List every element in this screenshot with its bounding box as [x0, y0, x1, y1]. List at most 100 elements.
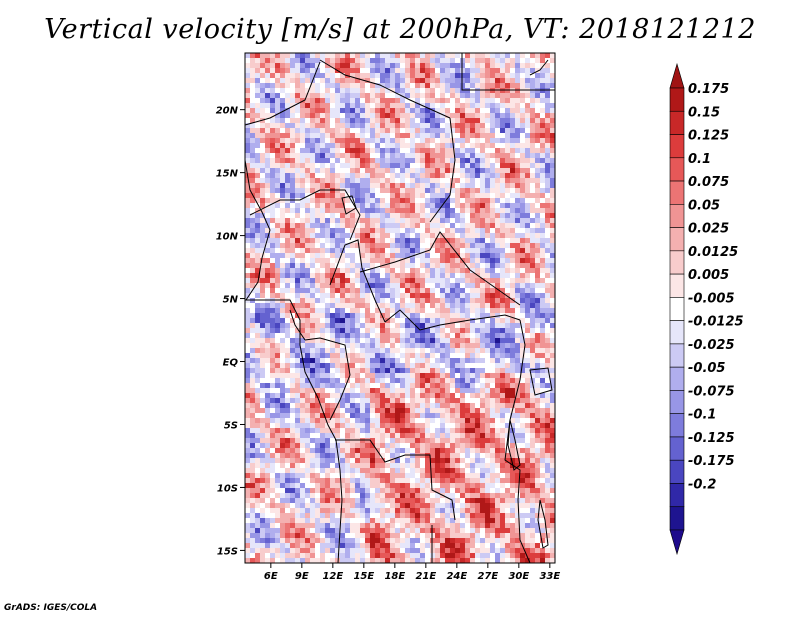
- field-cell: [245, 448, 251, 454]
- field-cell: [515, 283, 521, 289]
- field-cell: [525, 68, 531, 74]
- field-cell: [370, 53, 376, 59]
- field-cell: [395, 383, 401, 389]
- field-cell: [275, 303, 281, 309]
- field-cell: [430, 173, 436, 179]
- field-cell: [335, 433, 341, 439]
- field-cell: [410, 218, 416, 224]
- field-cell: [375, 68, 381, 74]
- field-cell: [295, 53, 301, 59]
- field-cell: [265, 363, 271, 369]
- field-cell: [355, 283, 361, 289]
- field-cell: [275, 283, 281, 289]
- field-cell: [520, 278, 526, 284]
- field-cell: [295, 68, 301, 74]
- field-cell: [515, 123, 521, 129]
- field-cell: [255, 143, 261, 149]
- field-cell: [260, 408, 266, 414]
- field-cell: [375, 173, 381, 179]
- field-cell: [520, 78, 526, 84]
- field-cell: [405, 93, 411, 99]
- field-cell: [450, 343, 456, 349]
- field-cell: [470, 308, 476, 314]
- field-cell: [460, 103, 466, 109]
- field-cell: [325, 218, 331, 224]
- field-cell: [345, 323, 351, 329]
- field-cell: [345, 348, 351, 354]
- field-cell: [480, 363, 486, 369]
- field-cell: [410, 418, 416, 424]
- field-cell: [290, 283, 296, 289]
- field-cell: [525, 78, 531, 84]
- field-cell: [340, 138, 346, 144]
- field-cell: [425, 153, 431, 159]
- field-cell: [535, 428, 541, 434]
- field-cell: [360, 188, 366, 194]
- field-cell: [435, 423, 441, 429]
- field-cell: [535, 278, 541, 284]
- field-cell: [530, 203, 536, 209]
- field-cell: [385, 208, 391, 214]
- field-cell: [415, 103, 421, 109]
- field-cell: [255, 203, 261, 209]
- field-cell: [520, 138, 526, 144]
- field-cell: [395, 313, 401, 319]
- field-cell: [365, 448, 371, 454]
- field-cell: [285, 413, 291, 419]
- field-cell: [540, 328, 546, 334]
- field-cell: [280, 93, 286, 99]
- field-cell: [495, 353, 501, 359]
- field-cell: [360, 283, 366, 289]
- field-cell: [330, 108, 336, 114]
- field-cell: [385, 123, 391, 129]
- field-cell: [515, 53, 521, 59]
- field-cell: [490, 268, 496, 274]
- field-cell: [520, 298, 526, 304]
- field-cell: [300, 428, 306, 434]
- field-cell: [490, 103, 496, 109]
- field-cell: [455, 198, 461, 204]
- field-cell: [525, 213, 531, 219]
- field-cell: [410, 403, 416, 409]
- field-cell: [455, 98, 461, 104]
- field-cell: [310, 108, 316, 114]
- field-cell: [535, 88, 541, 94]
- field-cell: [340, 453, 346, 459]
- field-cell: [370, 83, 376, 89]
- field-cell: [365, 278, 371, 284]
- field-cell: [285, 143, 291, 149]
- field-cell: [425, 158, 431, 164]
- field-cell: [370, 128, 376, 134]
- field-cell: [425, 368, 431, 374]
- field-cell: [400, 68, 406, 74]
- field-cell: [550, 183, 555, 189]
- field-cell: [370, 153, 376, 159]
- field-cell: [440, 93, 446, 99]
- field-cell: [535, 438, 541, 444]
- field-cell: [325, 353, 331, 359]
- field-cell: [365, 103, 371, 109]
- field-cell: [435, 143, 441, 149]
- field-cell: [445, 253, 451, 259]
- field-cell: [340, 303, 346, 309]
- field-cell: [320, 323, 326, 329]
- field-cell: [440, 428, 446, 434]
- field-cell: [410, 373, 416, 379]
- field-cell: [405, 228, 411, 234]
- field-cell: [540, 443, 546, 449]
- field-cell: [435, 113, 441, 119]
- field-cell: [300, 188, 306, 194]
- field-cell: [540, 303, 546, 309]
- field-cell: [340, 428, 346, 434]
- field-cell: [305, 433, 311, 439]
- field-cell: [335, 288, 341, 294]
- field-cell: [470, 313, 476, 319]
- field-cell: [520, 348, 526, 354]
- field-cell: [275, 353, 281, 359]
- field-cell: [315, 113, 321, 119]
- field-cell: [255, 68, 261, 74]
- field-cell: [480, 198, 486, 204]
- field-cell: [435, 438, 441, 444]
- field-cell: [350, 178, 356, 184]
- field-cell: [465, 298, 471, 304]
